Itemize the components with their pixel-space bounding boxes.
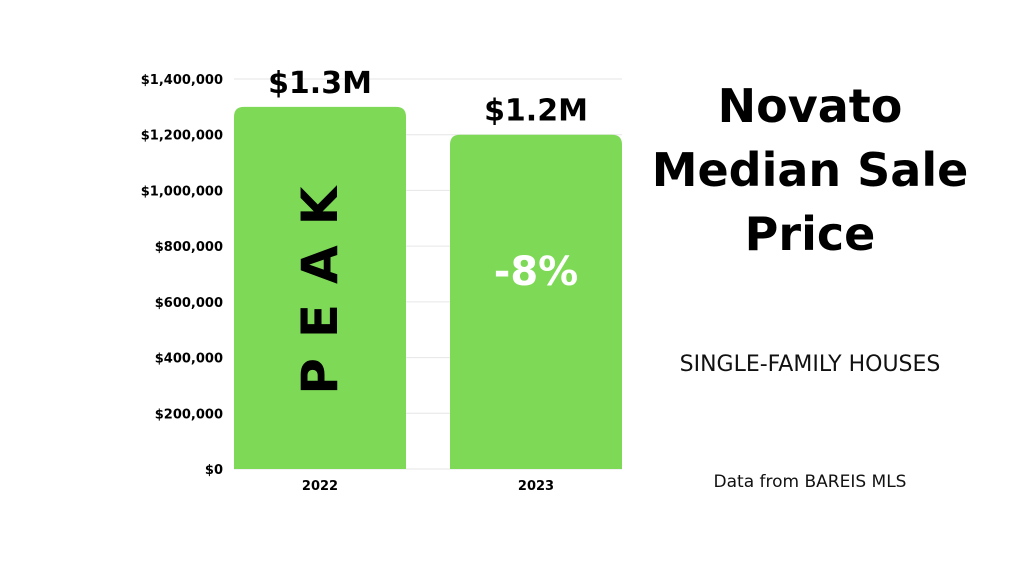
- value-label: $1.2M: [484, 94, 588, 129]
- inner-label-peak: PEAK: [291, 167, 349, 395]
- chart-subtitle: SINGLE-FAMILY HOUSES: [679, 352, 941, 377]
- value-label: $1.3M: [268, 66, 372, 101]
- y-tick-label: $800,000: [155, 240, 223, 255]
- y-tick-label: $1,400,000: [141, 73, 223, 88]
- y-tick-label: $400,000: [155, 352, 223, 367]
- y-axis-tick-labels: $0 $200,000 $400,000 $600,000 $800,000 $1,000…: [141, 73, 223, 478]
- data-source-note: Data from BAREIS MLS: [713, 472, 907, 492]
- title-line-2: Median Sale: [651, 143, 969, 197]
- data-labels: $1.3M PEAK $1.2M -8%: [268, 66, 588, 395]
- y-tick-label: $0: [205, 463, 223, 478]
- bar-2023: [450, 134, 622, 469]
- title-line-3: Price: [744, 207, 876, 261]
- x-tick-label: 2022: [302, 479, 338, 494]
- inner-label-change: -8%: [494, 249, 579, 295]
- y-tick-label: $200,000: [155, 407, 223, 422]
- x-axis-tick-labels: 2022 2023: [302, 479, 554, 494]
- y-tick-label: $1,000,000: [141, 184, 223, 199]
- y-tick-label: $1,200,000: [141, 129, 223, 144]
- x-tick-label: 2023: [518, 479, 554, 494]
- bars: [234, 106, 622, 469]
- title-line-1: Novato: [717, 79, 903, 133]
- bar-2022: [234, 106, 406, 469]
- y-tick-label: $600,000: [155, 296, 223, 311]
- chart-title: Novato Median Sale Price: [630, 74, 990, 266]
